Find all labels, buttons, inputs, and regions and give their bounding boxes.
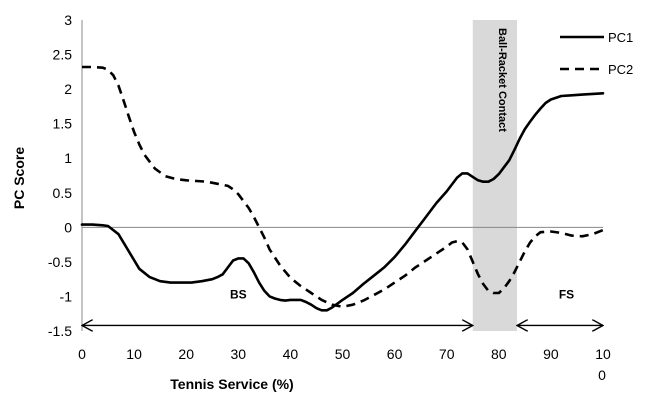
y-tick-label: 2.5 bbox=[53, 47, 73, 63]
phase-label-fs: FS bbox=[559, 288, 574, 302]
x-tick-label: 70 bbox=[439, 346, 455, 362]
x-tick-label-wrap: 0 bbox=[598, 367, 606, 383]
x-tick-label: 0 bbox=[78, 346, 86, 362]
legend: PC1 PC2 bbox=[560, 30, 633, 77]
x-tick-label: 60 bbox=[387, 346, 403, 362]
y-tick-label: 0 bbox=[64, 219, 72, 235]
y-tick-label: 2 bbox=[64, 81, 72, 97]
contact-band-label: Ball-Racket Contact bbox=[496, 28, 508, 132]
y-tick-label: 1.5 bbox=[53, 116, 73, 132]
x-tick-label: 40 bbox=[283, 346, 299, 362]
shade-layer: Ball-Racket Contact bbox=[472, 20, 518, 331]
series-line-pc1 bbox=[80, 92, 605, 312]
legend-label-pc2: PC2 bbox=[608, 62, 633, 77]
series-line-pc2 bbox=[82, 65, 604, 309]
x-tick-label: 10 bbox=[126, 346, 142, 362]
y-tick-label: 0.5 bbox=[53, 185, 73, 201]
y-tick-label: -0.5 bbox=[48, 254, 72, 270]
y-tick-label: 1 bbox=[64, 150, 72, 166]
x-tick-label: 10 bbox=[595, 346, 611, 362]
y-tick-label: -1.5 bbox=[48, 323, 72, 339]
annotation-layer: BS FS bbox=[82, 288, 603, 326]
y-tick-label: -1 bbox=[60, 288, 73, 304]
x-tick-label: 50 bbox=[335, 346, 351, 362]
x-tick-label: 20 bbox=[178, 346, 194, 362]
series-layer bbox=[80, 65, 605, 312]
phase-label-bs: BS bbox=[230, 288, 247, 302]
legend-label-pc1: PC1 bbox=[608, 30, 633, 45]
axes-layer: 3 2.5 2 1.5 1 0.5 0 -0.5 -1 -1.5 0 10 20 30 40 50 60 70 80… bbox=[48, 12, 611, 383]
y-axis-title: PC Score bbox=[11, 147, 27, 209]
x-tick-label: 30 bbox=[231, 346, 247, 362]
x-tick-label: 90 bbox=[543, 346, 559, 362]
x-axis-title: Tennis Service (%) bbox=[170, 376, 293, 392]
x-tick-label: 80 bbox=[491, 346, 507, 362]
contact-band bbox=[472, 20, 518, 331]
y-tick-label: 3 bbox=[64, 12, 72, 28]
